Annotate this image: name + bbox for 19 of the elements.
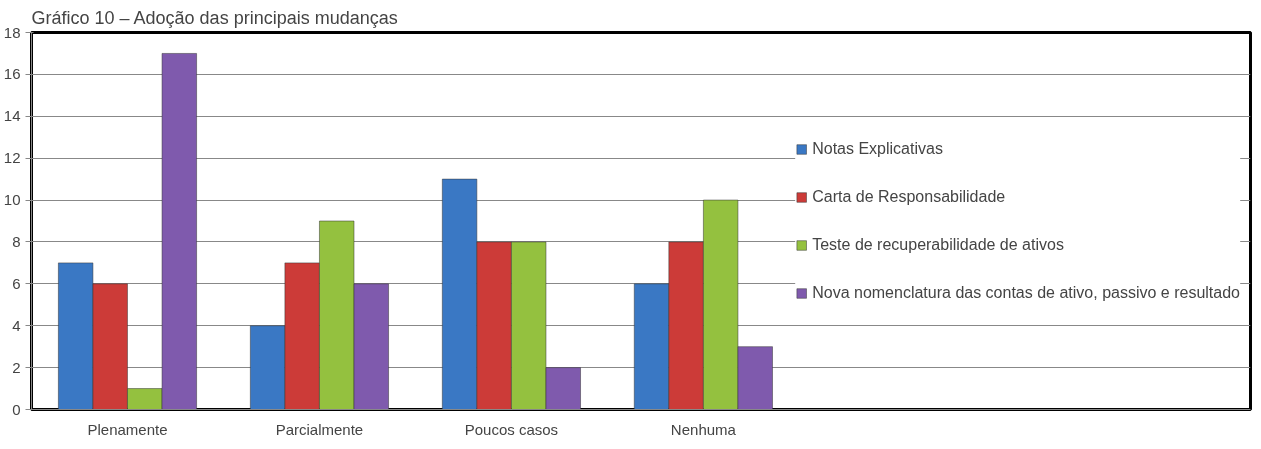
legend-label: Notas Explicativas (812, 139, 943, 158)
y-tick-label: 0 (12, 400, 21, 418)
y-tick-label: 12 (3, 149, 21, 167)
y-tick-label: 10 (3, 191, 21, 209)
y-tick-label: 14 (3, 107, 21, 125)
x-tick-label: Nenhuma (670, 420, 737, 438)
y-tick-label: 6 (12, 274, 21, 292)
legend-label: Teste de recuperabilidade de ativos (812, 235, 1064, 254)
chart-title: Gráfico 10 – Adoção das principais mudanças (31, 7, 398, 28)
y-tick-label: 16 (3, 65, 21, 83)
x-tick-label: Parcialmente (275, 420, 364, 438)
legend-label: Nova nomenclatura das contas de ativo, passivo e resultado (812, 283, 1240, 302)
y-tick-label: 4 (12, 316, 21, 334)
legend-label: Carta de Responsabilidade (812, 187, 1006, 206)
y-tick-label: 2 (12, 358, 21, 376)
y-tick-label: 18 (3, 23, 21, 41)
y-tick-label: 8 (12, 232, 21, 250)
x-tick-label: Poucos casos (464, 420, 559, 438)
x-tick-label: Plenamente (87, 420, 168, 438)
